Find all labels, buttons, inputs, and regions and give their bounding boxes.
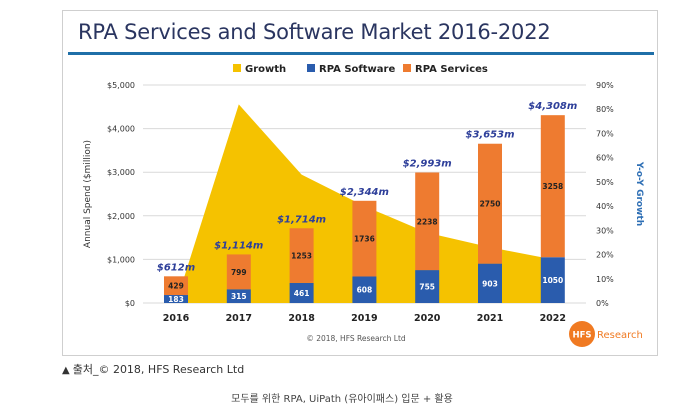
software-value-label: 755 [419,283,435,292]
services-value-label: 1253 [291,252,312,261]
growth-area [176,104,553,303]
y2-tick-label: 0% [596,299,609,308]
legend-label: Growth [245,64,286,75]
legend-swatch [307,64,315,72]
y-tick-label: $4,000 [107,125,135,134]
source-caption: ▲ 출처_© 2018, HFS Research Ltd [62,361,244,377]
bar-rpa-software [540,257,565,303]
x-tick-label: 2018 [288,313,315,324]
bar-rpa-software [164,295,188,303]
bar-rpa-services [289,228,314,283]
y2-tick-label: 10% [596,275,614,284]
y-tick-label: $1,000 [107,255,135,264]
x-tick-label: 2022 [540,313,566,324]
y2-tick-label: 50% [596,178,614,187]
services-value-label: 1736 [354,235,375,244]
software-value-label: 461 [294,289,310,298]
y2-tick-label: 60% [596,154,614,163]
total-label: $4,308m [528,101,577,112]
hfs-logo-text: HFS [572,331,591,341]
bar-rpa-services [540,115,565,258]
y2-tick-label: 20% [596,251,614,260]
hfs-logo-badge [569,321,595,347]
bar-rpa-services [478,143,502,264]
total-label: $2,344m [340,187,389,198]
legend-swatch [403,64,411,72]
bar-rpa-services [415,172,440,271]
y2-axis-title: Y-o-Y Growth [634,161,644,226]
y2-tick-label: 70% [596,129,614,138]
services-value-label: 2750 [480,200,501,209]
caption-text: 출처_© 2018, HFS Research Ltd [72,363,245,376]
y-tick-label: $3,000 [107,168,135,177]
services-value-label: 799 [231,268,247,277]
x-tick-label: 2020 [414,313,441,324]
total-label: $612m [157,262,195,273]
software-value-label: 608 [357,286,373,295]
title-underline [68,52,654,55]
chart-title: RPA Services and Software Market 2016-20… [78,20,551,44]
services-value-label: 2238 [417,217,438,226]
bar-rpa-services [352,200,377,277]
bar-rpa-services [164,276,188,296]
bar-rpa-services [226,254,251,290]
y-tick-label: $2,000 [107,212,135,221]
page-footer: 모두를 위한 RPA, UiPath (유아이패스) 입문 + 활용 [231,394,453,405]
triangle-icon: ▲ [62,365,70,376]
x-tick-label: 2016 [163,313,190,324]
total-label: $3,653m [465,130,514,141]
legend-label: RPA Services [415,64,488,75]
y-tick-label: $0 [125,299,135,308]
services-value-label: 429 [168,282,184,291]
services-value-label: 3258 [542,182,563,191]
bar-rpa-software [352,276,377,303]
x-tick-label: 2017 [226,313,252,324]
software-value-label: 1050 [542,276,563,285]
copyright-text: © 2018, HFS Research Ltd [306,334,406,343]
bar-rpa-software [289,282,314,303]
y-axis-title: Annual Spend ($million) [83,140,93,248]
y2-tick-label: 90% [596,81,614,90]
total-label: $1,714m [277,214,326,225]
total-label: $2,993m [403,159,452,170]
y2-tick-label: 40% [596,202,614,211]
software-value-label: 903 [482,279,498,288]
legend-swatch [233,64,241,72]
bar-rpa-software [226,289,251,303]
total-label: $1,114m [214,240,263,251]
legend-label: RPA Software [319,64,395,75]
x-tick-label: 2021 [477,313,503,324]
software-value-label: 315 [231,292,247,301]
x-tick-label: 2019 [351,313,377,324]
bar-rpa-software [415,270,440,303]
y2-tick-label: 80% [596,105,614,114]
y-tick-label: $5,000 [107,81,135,90]
y2-tick-label: 30% [596,226,614,235]
software-value-label: 183 [168,295,184,304]
bar-rpa-software [478,263,502,303]
hfs-logo-research: Research [597,330,643,341]
